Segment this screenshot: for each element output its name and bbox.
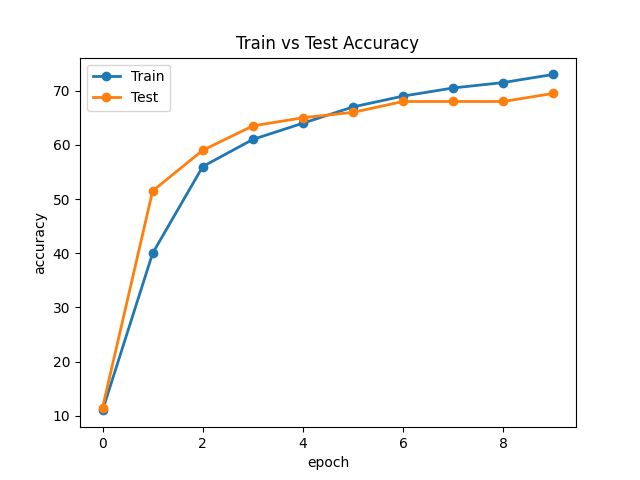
Test — [199, 147, 207, 153]
Test — [550, 91, 557, 96]
Train — [299, 120, 307, 126]
Test — [449, 98, 457, 104]
Line: Train: Train — [99, 70, 557, 415]
Test — [349, 109, 357, 115]
Train — [199, 164, 207, 169]
Test — [499, 98, 507, 104]
Test — [249, 123, 257, 129]
Test — [99, 405, 106, 410]
Y-axis label: accuracy: accuracy — [33, 211, 47, 274]
Test — [399, 98, 407, 104]
X-axis label: epoch: epoch — [307, 456, 349, 470]
Train — [249, 136, 257, 142]
Train — [499, 80, 507, 85]
Test — [149, 188, 157, 194]
Train — [550, 72, 557, 77]
Line: Test: Test — [99, 89, 557, 412]
Train — [349, 104, 357, 110]
Title: Train vs Test Accuracy: Train vs Test Accuracy — [237, 35, 419, 53]
Test — [299, 115, 307, 120]
Train — [449, 85, 457, 91]
Train — [99, 408, 106, 413]
Train — [399, 93, 407, 99]
Train — [149, 251, 157, 256]
Legend: Train, Test: Train, Test — [87, 64, 170, 110]
